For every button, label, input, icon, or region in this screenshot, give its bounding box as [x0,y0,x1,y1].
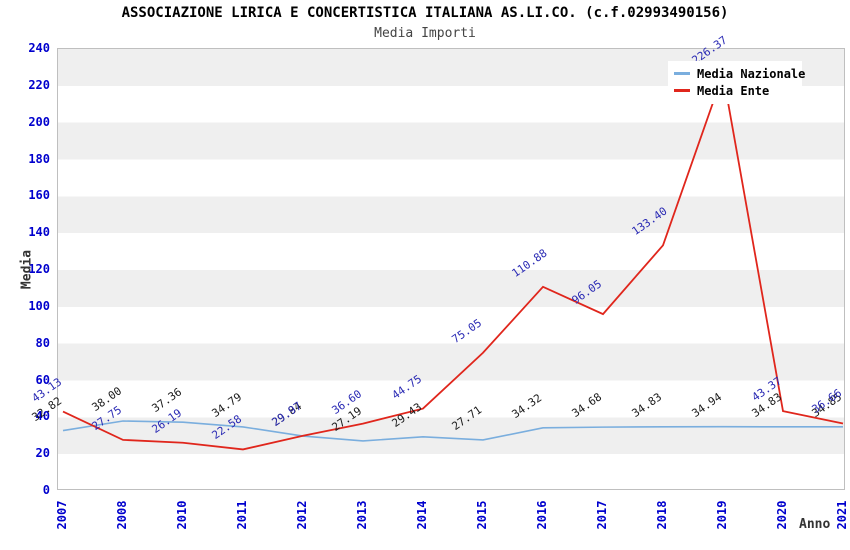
y-tick-label: 220 [28,77,50,92]
chart-title: ASSOCIAZIONE LIRICA E CONCERTISTICA ITAL… [121,5,729,21]
y-tick-label: 240 [28,41,50,55]
y-tick-label: 80 [35,335,50,350]
media-ente-line-swatch-icon [674,89,690,92]
y-tick-label: 20 [35,446,50,461]
y-tick-label: 140 [28,225,50,240]
legend-label: Media Ente [697,83,770,98]
x-tick-label: 2020 [775,500,789,530]
plot-area [57,48,845,490]
x-tick-label: 2021 [835,500,849,530]
legend-item-media-ente: Media Ente [674,82,796,99]
y-tick-label: 200 [28,114,50,129]
x-tick-label: 2018 [655,500,669,530]
x-tick-label: 2017 [595,500,609,530]
x-tick-label: 2019 [715,500,729,530]
y-tick-label: 100 [28,298,50,313]
x-tick-label: 2016 [535,500,549,530]
y-tick-label: 180 [28,151,50,166]
x-tick-label: 2015 [475,500,489,530]
x-tick-label: 2007 [55,500,69,530]
legend-item-media-nazionale: Media Nazionale [674,65,805,82]
legend: Media Nazionale Media Ente [668,61,805,104]
y-tick-label: 40 [35,409,50,424]
x-axis-title: Anno [799,517,831,532]
chart-subtitle: Media Importi [374,26,476,41]
media-nazionale-line-swatch-icon [674,72,690,75]
x-tick-label: 2011 [235,500,249,530]
media-nazionale-line [62,420,844,442]
x-tick-label: 2010 [175,500,189,530]
y-tick-label: 120 [28,262,50,276]
y-tick-label: 160 [28,188,50,203]
y-axis-title: Media [19,249,35,290]
x-tick-label: 2014 [415,500,429,530]
x-tick-label: 2013 [355,500,369,530]
y-tick-label: 60 [35,372,50,387]
legend-label: Media Nazionale [697,66,806,81]
x-tick-label: 2012 [295,500,309,530]
y-tick-label: 0 [42,483,50,497]
x-tick-label: 2008 [115,500,129,530]
